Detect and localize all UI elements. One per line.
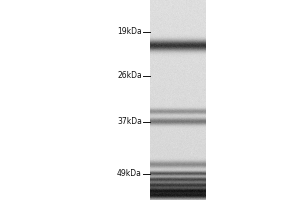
Text: 19kDa: 19kDa [117,27,142,36]
Text: 26kDa: 26kDa [117,72,142,80]
Text: 37kDa: 37kDa [117,117,142,127]
Text: 49kDa: 49kDa [117,170,142,178]
